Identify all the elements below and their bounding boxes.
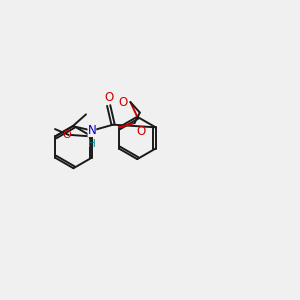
Text: O: O: [104, 91, 113, 104]
Text: N: N: [88, 124, 96, 137]
Text: O: O: [137, 125, 146, 139]
Text: H: H: [88, 139, 96, 149]
Text: O: O: [62, 130, 71, 140]
Text: O: O: [119, 96, 128, 109]
